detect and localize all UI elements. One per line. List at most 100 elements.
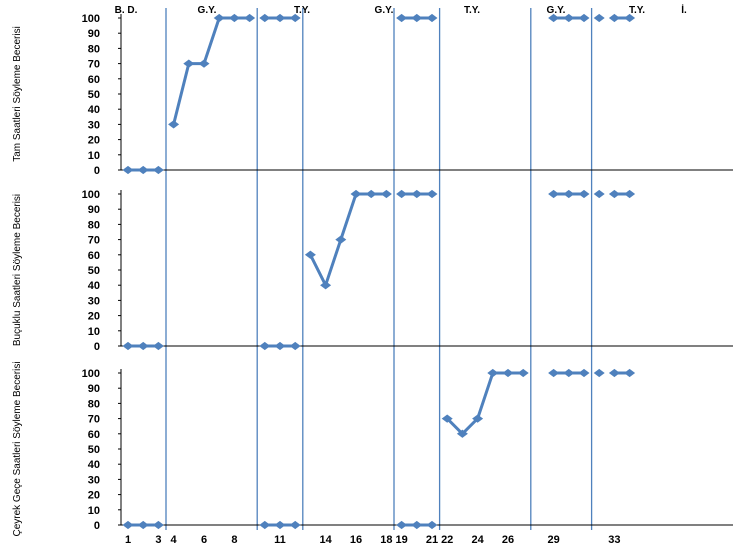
data-point bbox=[563, 189, 575, 199]
data-point bbox=[289, 13, 301, 23]
y-tick-label: 70 bbox=[88, 59, 100, 71]
data-point bbox=[608, 368, 620, 378]
x-tick-label: 24 bbox=[471, 534, 484, 546]
x-tick-label: 8 bbox=[231, 534, 237, 546]
series-line bbox=[309, 192, 387, 287]
y-axis-label: Buçuklu Saatleri Söyleme Becerisi bbox=[12, 194, 23, 346]
phase-label: G.Y. bbox=[198, 5, 217, 16]
y-tick-label: 70 bbox=[88, 414, 100, 426]
data-point bbox=[608, 189, 620, 199]
data-point bbox=[122, 341, 134, 351]
y-tick-label: 40 bbox=[88, 104, 100, 116]
x-tick-label: 33 bbox=[608, 534, 620, 546]
data-point bbox=[137, 165, 149, 175]
y-tick-label: 60 bbox=[88, 429, 100, 441]
data-point bbox=[426, 189, 438, 199]
y-tick-label: 60 bbox=[88, 250, 100, 262]
data-point bbox=[563, 13, 575, 23]
panel-3: 0 10 20 30 40 50 60 70 80 90 100 Çeyrek Geçe Saatle… bbox=[12, 361, 733, 537]
series-line bbox=[446, 371, 524, 436]
data-point bbox=[350, 189, 362, 199]
data-point bbox=[472, 414, 484, 423]
data-point bbox=[137, 520, 149, 530]
y-tick-label: 10 bbox=[88, 326, 100, 338]
y-tick-label: 100 bbox=[82, 189, 100, 201]
data-point bbox=[426, 520, 438, 530]
data-point bbox=[259, 341, 271, 351]
data-point bbox=[517, 368, 529, 378]
data-point bbox=[289, 520, 301, 530]
y-tick-label: 40 bbox=[88, 459, 100, 471]
data-point bbox=[456, 429, 468, 438]
data-point bbox=[396, 13, 408, 23]
data-point bbox=[152, 341, 164, 351]
data-point bbox=[441, 414, 453, 423]
phase-label: İ. bbox=[681, 3, 687, 16]
data-point bbox=[593, 13, 605, 23]
y-axis-label: Tam Saatleri Söyleme Becerisi bbox=[12, 26, 23, 162]
y-tick-label: 20 bbox=[88, 490, 100, 502]
x-tick-label: 18 bbox=[380, 534, 392, 546]
y-tick-label: 70 bbox=[88, 235, 100, 247]
data-point bbox=[578, 368, 590, 378]
data-point bbox=[152, 165, 164, 175]
y-tick-label: 80 bbox=[88, 219, 100, 231]
y-tick-label: 90 bbox=[88, 28, 100, 40]
data-point bbox=[213, 13, 225, 23]
y-tick-label: 100 bbox=[82, 13, 100, 25]
y-tick-label: 20 bbox=[88, 135, 100, 147]
data-point bbox=[183, 59, 195, 68]
data-point bbox=[411, 13, 423, 23]
x-tick-label: 21 bbox=[426, 534, 438, 546]
phase-label: T.Y. bbox=[629, 5, 645, 16]
y-tick-label: 60 bbox=[88, 74, 100, 86]
x-tick-label: 16 bbox=[350, 534, 362, 546]
data-point bbox=[426, 13, 438, 23]
data-point bbox=[380, 189, 392, 199]
data-point bbox=[320, 281, 332, 290]
data-point bbox=[411, 520, 423, 530]
y-tick-label: 0 bbox=[94, 520, 100, 532]
y-tick-label: 10 bbox=[88, 505, 100, 517]
data-point bbox=[365, 189, 377, 199]
y-tick-label: 90 bbox=[88, 383, 100, 395]
phase-label: G.Y. bbox=[375, 5, 394, 16]
data-point bbox=[593, 189, 605, 199]
data-point bbox=[502, 368, 514, 378]
data-point bbox=[593, 368, 605, 378]
x-tick-label: 6 bbox=[201, 534, 207, 546]
data-point bbox=[259, 13, 271, 23]
x-tick-label: 3 bbox=[155, 534, 161, 546]
data-point bbox=[137, 341, 149, 351]
data-point bbox=[304, 250, 316, 259]
phase-label: T.Y. bbox=[464, 5, 480, 16]
data-point bbox=[274, 520, 286, 530]
data-point bbox=[548, 13, 560, 23]
x-tick-label: 11 bbox=[274, 534, 286, 546]
x-tick-label: 22 bbox=[441, 534, 453, 546]
data-point bbox=[624, 13, 636, 23]
data-point bbox=[198, 59, 210, 68]
y-tick-label: 20 bbox=[88, 311, 100, 323]
data-point bbox=[274, 341, 286, 351]
data-point bbox=[578, 189, 590, 199]
y-tick-label: 30 bbox=[88, 474, 100, 486]
x-tick-label: 29 bbox=[547, 534, 559, 546]
y-tick-label: 80 bbox=[88, 43, 100, 55]
y-axis-label: Çeyrek Geçe Saatleri Söyleme Becerisi bbox=[12, 361, 23, 536]
panel-1: 0 10 20 30 40 50 60 70 80 90 100 Tam Saatleri Söyle… bbox=[12, 13, 733, 177]
data-point bbox=[548, 368, 560, 378]
panel-2: 0 10 20 30 40 50 60 70 80 90 100 Buçuklu Saatleri S… bbox=[12, 189, 733, 353]
data-point bbox=[122, 520, 134, 530]
y-tick-label: 30 bbox=[88, 119, 100, 131]
x-tick-label: 1 bbox=[125, 534, 131, 546]
data-point bbox=[563, 368, 575, 378]
y-tick-label: 80 bbox=[88, 398, 100, 410]
data-point bbox=[578, 13, 590, 23]
y-tick-label: 30 bbox=[88, 295, 100, 307]
data-point bbox=[259, 520, 271, 530]
data-point bbox=[396, 520, 408, 530]
data-point bbox=[548, 189, 560, 199]
x-tick-label: 14 bbox=[319, 534, 332, 546]
y-tick-label: 50 bbox=[88, 265, 100, 277]
